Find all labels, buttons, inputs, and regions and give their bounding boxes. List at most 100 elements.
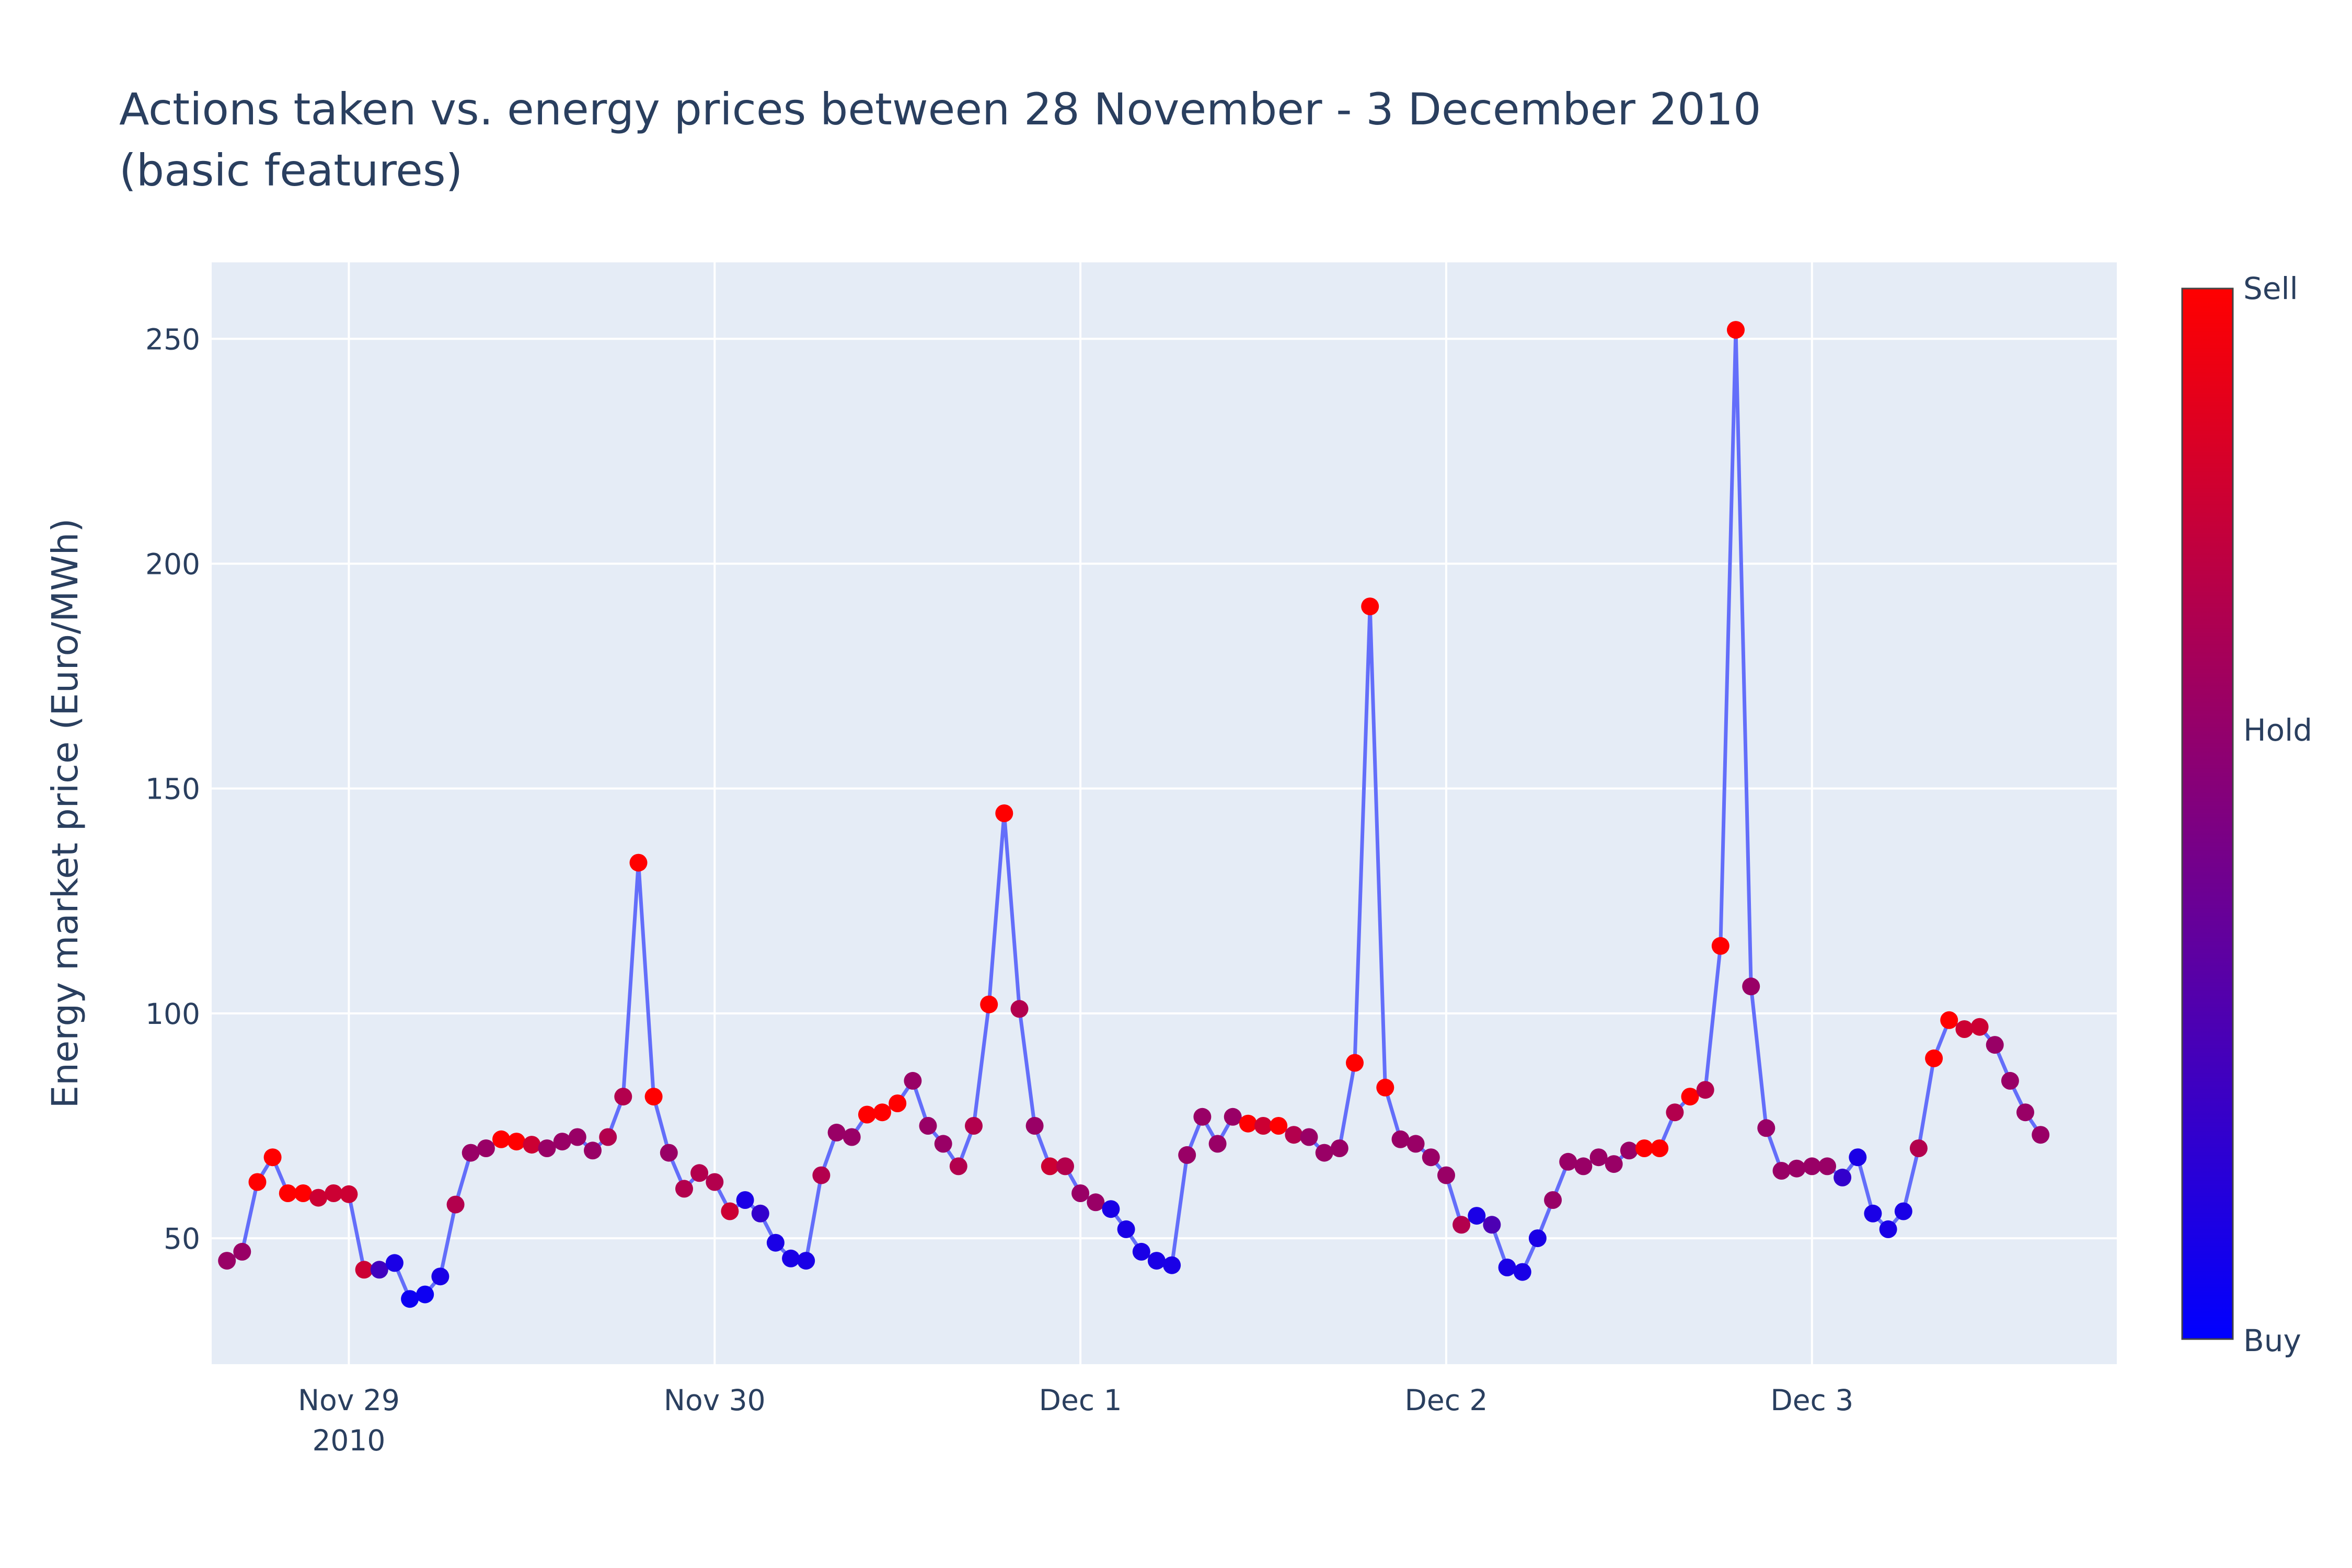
price-point: [1452, 1216, 1471, 1234]
price-point: [2016, 1103, 2034, 1122]
price-point: [1925, 1049, 1943, 1067]
price-point: [1955, 1020, 1974, 1038]
y-axis-label: Energy market price (Euro/MWh): [44, 518, 86, 1109]
price-point: [736, 1191, 754, 1209]
grid-layer: [212, 262, 2117, 1364]
price-point: [1849, 1148, 1867, 1167]
price-point: [873, 1103, 891, 1122]
price-point: [766, 1233, 785, 1252]
price-point: [1605, 1155, 1623, 1173]
price-point: [508, 1133, 526, 1151]
price-point: [263, 1148, 282, 1167]
price-point: [462, 1144, 480, 1162]
price-point: [706, 1173, 724, 1191]
price-point: [355, 1261, 373, 1279]
price-point: [1970, 1018, 1989, 1036]
price-point: [309, 1189, 328, 1207]
price-point: [1909, 1139, 1928, 1157]
price-point: [1468, 1207, 1486, 1225]
price-point: [1163, 1256, 1181, 1274]
price-point: [889, 1094, 907, 1112]
price-point: [1406, 1135, 1425, 1153]
colorbar: [2181, 287, 2234, 1340]
price-point: [340, 1185, 358, 1203]
y-tick-label: 100: [145, 997, 200, 1031]
price-point: [1010, 1000, 1029, 1018]
price-point: [1025, 1117, 1044, 1135]
price-point: [660, 1144, 678, 1162]
price-point: [1056, 1157, 1074, 1175]
price-point: [1330, 1139, 1348, 1157]
colorbar-label-hold: Hold: [2243, 712, 2312, 748]
price-point: [1879, 1220, 1897, 1238]
price-point: [1528, 1229, 1547, 1248]
colorbar-label-sell: Sell: [2243, 271, 2298, 306]
price-point: [2001, 1071, 2019, 1090]
price-point: [1818, 1157, 1836, 1175]
price-point: [1834, 1168, 1852, 1186]
price-point: [1285, 1126, 1303, 1144]
price-point: [1574, 1157, 1593, 1175]
price-point: [1208, 1135, 1227, 1153]
x-tick-sublabel: 2010: [312, 1424, 385, 1457]
price-point: [675, 1180, 693, 1198]
price-point: [477, 1139, 495, 1157]
price-point: [1788, 1159, 1806, 1178]
price-point: [385, 1254, 403, 1272]
price-point: [431, 1267, 449, 1286]
price-point: [1071, 1184, 1090, 1202]
price-point: [1102, 1200, 1120, 1218]
price-point: [614, 1088, 632, 1106]
price-point: [858, 1105, 876, 1124]
price-point: [965, 1117, 983, 1135]
price-point: [995, 804, 1013, 822]
marker-layer: [218, 321, 2050, 1308]
price-point: [797, 1252, 815, 1270]
price-point: [584, 1142, 602, 1160]
price-point: [782, 1249, 800, 1267]
price-point: [1361, 597, 1379, 616]
price-point: [904, 1071, 922, 1090]
price-point: [1117, 1220, 1135, 1238]
x-tick-label: Dec 2: [1405, 1383, 1488, 1417]
price-point: [1270, 1117, 1288, 1135]
price-point: [248, 1173, 267, 1191]
price-point: [629, 854, 648, 872]
x-tick-label: Nov 29: [298, 1383, 400, 1417]
price-point: [1894, 1202, 1912, 1220]
price-point: [1254, 1117, 1272, 1135]
price-point: [721, 1202, 739, 1220]
price-point: [934, 1135, 952, 1153]
price-point: [1437, 1166, 1455, 1184]
price-point: [919, 1117, 937, 1135]
price-point: [1757, 1119, 1775, 1137]
y-tick-label: 150: [145, 773, 200, 806]
price-point: [751, 1204, 769, 1223]
x-tick-label: Dec 3: [1770, 1383, 1853, 1417]
price-point: [218, 1252, 236, 1270]
price-point: [644, 1088, 663, 1106]
price-point: [1803, 1157, 1821, 1175]
y-tick-label: 250: [145, 322, 200, 356]
price-point: [1239, 1114, 1257, 1133]
price-point: [294, 1184, 312, 1202]
price-point: [446, 1195, 465, 1214]
price-point: [1315, 1144, 1333, 1162]
price-point: [1651, 1139, 1669, 1157]
price-point: [812, 1166, 831, 1184]
price-point: [1087, 1193, 1105, 1212]
price-point: [1041, 1157, 1059, 1175]
price-point: [1589, 1148, 1608, 1167]
price-point: [2032, 1126, 2050, 1144]
price-point: [568, 1128, 586, 1146]
price-point: [1376, 1078, 1394, 1097]
price-point: [416, 1285, 434, 1304]
price-point: [1346, 1054, 1364, 1072]
price-point: [1193, 1108, 1212, 1126]
price-point: [233, 1242, 251, 1261]
price-point: [1483, 1216, 1501, 1234]
price-point: [690, 1164, 709, 1182]
price-point: [980, 995, 998, 1013]
price-point: [949, 1157, 967, 1175]
